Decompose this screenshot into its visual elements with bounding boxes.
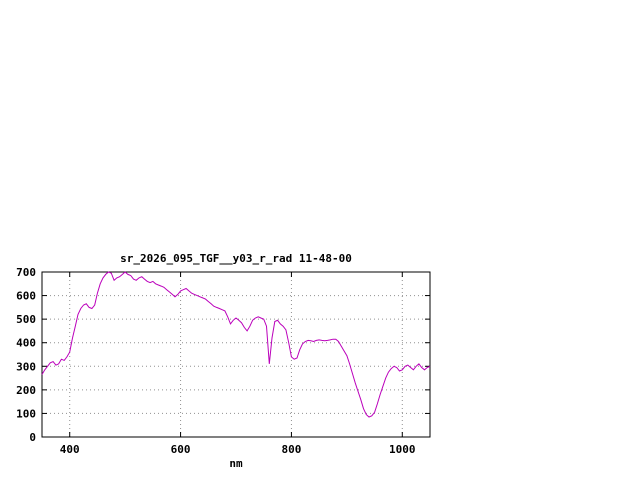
data-curve bbox=[41, 271, 431, 418]
tick-marks bbox=[42, 271, 430, 438]
y-tick-label: 0 bbox=[29, 431, 36, 444]
y-tick-label: 400 bbox=[16, 337, 36, 350]
x-tick-label: 600 bbox=[171, 443, 191, 456]
plot-border bbox=[41, 271, 431, 438]
y-tick-label: 500 bbox=[16, 313, 36, 326]
x-tick-label: 800 bbox=[281, 443, 301, 456]
x-axis-label: nm bbox=[229, 457, 243, 470]
tick-labels: 400 600 800 1000 0 100 200 300 400 500 600 700 bbox=[16, 266, 415, 456]
y-tick-label: 100 bbox=[16, 407, 36, 420]
y-tick-label: 200 bbox=[16, 384, 36, 397]
x-tick-label: 400 bbox=[60, 443, 80, 456]
chart-title: sr_2026_095_TGF__y03_r_rad 11-48-00 bbox=[120, 252, 352, 265]
y-tick-label: 300 bbox=[16, 360, 36, 373]
x-tick-label: 1000 bbox=[389, 443, 416, 456]
y-tick-label: 600 bbox=[16, 290, 36, 303]
gridlines bbox=[42, 271, 430, 438]
y-tick-label: 700 bbox=[16, 266, 36, 279]
